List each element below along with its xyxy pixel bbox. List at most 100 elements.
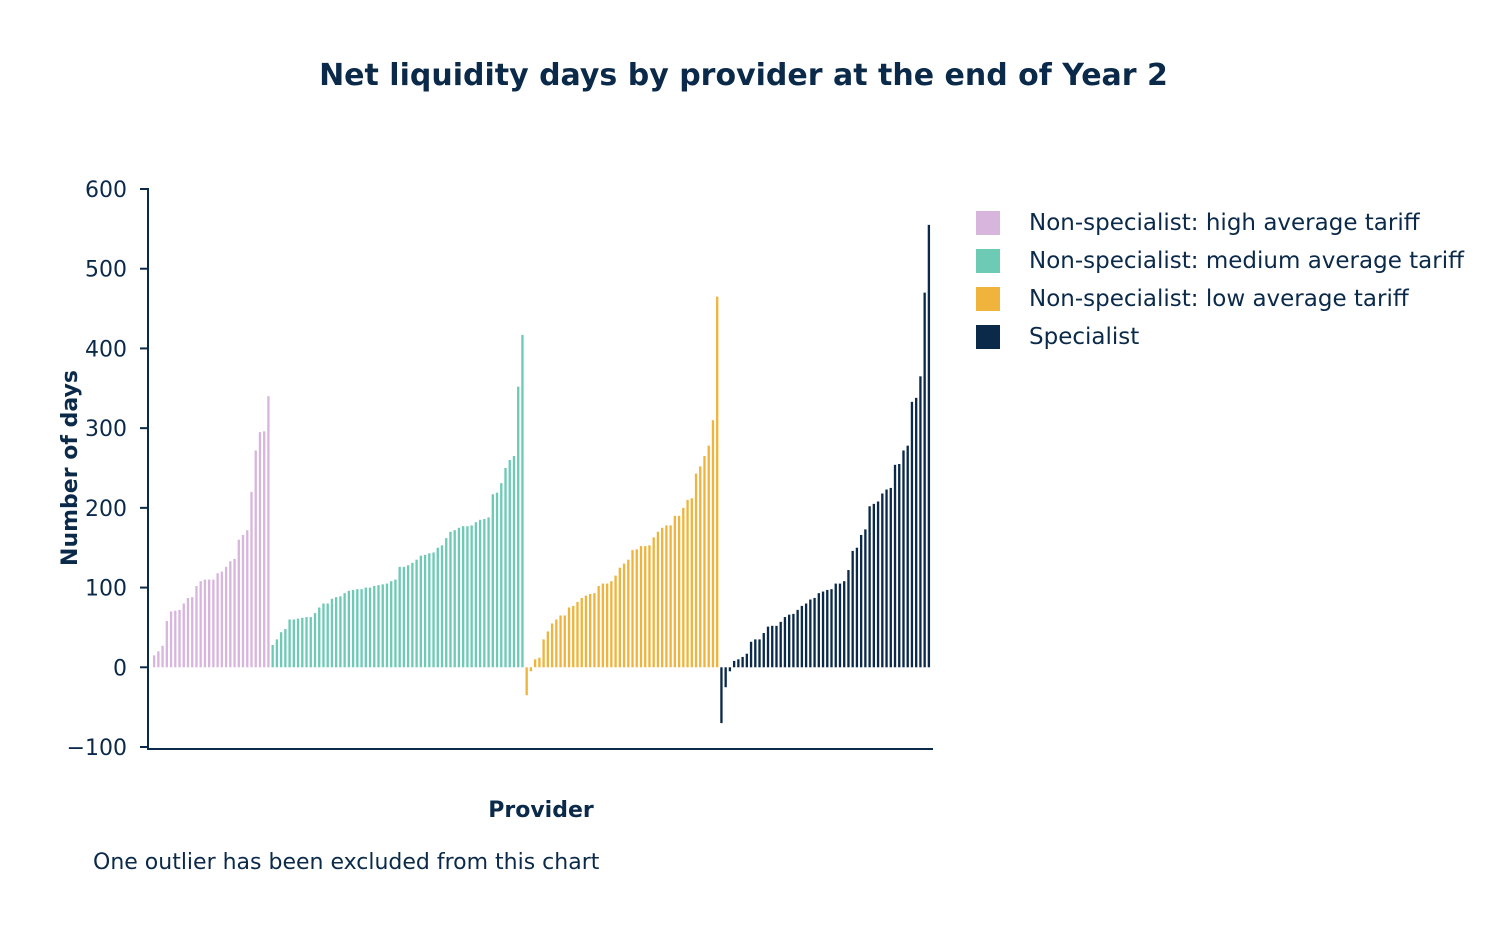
bar-series-2-item-16 <box>593 593 596 668</box>
bar-series-3-item-28 <box>838 583 842 668</box>
bar-series-2-item-17 <box>597 585 600 668</box>
bar-series-1-item-35 <box>419 555 423 668</box>
legend-item-low-tariff: Non-specialist: low average tariff <box>976 280 1464 318</box>
bar-series-0-item-6 <box>178 609 181 668</box>
legend-label: Non-specialist: high average tariff <box>1029 210 1420 236</box>
bar-series-3-item-44 <box>906 445 909 668</box>
bar-series-3-item-10 <box>762 633 765 668</box>
bar-series-2-item-4 <box>542 639 545 668</box>
y-tick-label: 600 <box>85 178 127 203</box>
bar-series-1-item-28 <box>390 581 393 668</box>
bar-series-3-item-15 <box>783 617 787 668</box>
legend-label: Non-specialist: medium average tariff <box>1029 248 1464 274</box>
bar-series-2-item-39 <box>690 498 693 668</box>
bar-series-3-item-41 <box>893 464 897 668</box>
legend: Non-specialist: high average tariff Non-… <box>976 204 1464 356</box>
bar-series-1-item-55 <box>504 468 507 668</box>
bar-series-2-item-14 <box>584 595 588 668</box>
bar-series-1-item-0 <box>271 644 274 668</box>
bar-series-2-item-11 <box>572 605 575 668</box>
bar-series-1-item-46 <box>466 526 469 668</box>
bar-series-2-item-30 <box>652 537 655 668</box>
bar-series-2-item-31 <box>656 531 660 668</box>
bar-series-1-item-17 <box>343 593 346 668</box>
bar-series-2-item-29 <box>648 545 651 668</box>
bar-series-3-item-49 <box>927 224 931 668</box>
bar-series-1-item-18 <box>347 590 351 668</box>
bar-series-2-item-18 <box>601 583 605 668</box>
bar-series-0-item-0 <box>152 655 156 668</box>
bar-series-2-item-40 <box>694 473 698 668</box>
bar-series-1-item-54 <box>500 483 503 668</box>
bar-series-2-item-6 <box>550 623 554 668</box>
bar-series-1-item-48 <box>474 522 478 668</box>
bar-series-3-item-17 <box>792 613 795 668</box>
bar-series-1-item-31 <box>402 566 406 668</box>
bar-series-2-item-26 <box>635 549 638 668</box>
legend-swatch-high-tariff <box>976 211 1000 235</box>
bar-series-3-item-19 <box>800 605 804 668</box>
bar-series-1-item-30 <box>398 566 401 668</box>
bar-series-1-item-51 <box>487 517 490 668</box>
bar-series-3-item-6 <box>745 653 748 668</box>
bar-series-2-item-44 <box>711 420 715 668</box>
bar-series-1-item-40 <box>440 545 444 668</box>
y-tick-label: 0 <box>113 656 127 681</box>
y-tick-label: 500 <box>85 258 127 283</box>
bar-series-1-item-37 <box>428 553 431 668</box>
bar-series-2-item-41 <box>699 466 702 668</box>
bar-series-1-item-58 <box>517 386 520 668</box>
bar-series-2-item-23 <box>622 563 626 668</box>
bar-series-0-item-16 <box>220 571 224 668</box>
bar-series-1-item-57 <box>512 456 516 668</box>
bar-series-2-item-38 <box>686 499 689 668</box>
bar-series-1-item-39 <box>436 547 439 668</box>
bar-series-2-item-12 <box>576 601 579 668</box>
bar-series-3-item-20 <box>804 603 808 668</box>
bar-series-0-item-9 <box>191 597 194 668</box>
bar-series-2-item-15 <box>589 593 592 668</box>
bar-series-1-item-42 <box>449 531 452 668</box>
bar-series-2-item-7 <box>555 619 558 668</box>
bar-series-1-item-8 <box>305 617 308 668</box>
bar-series-3-item-0 <box>720 667 723 724</box>
bar-series-0-item-20 <box>237 539 240 668</box>
bar-series-1-item-38 <box>432 552 435 668</box>
y-axis-label: Number of days <box>58 370 83 566</box>
bar-series-1-item-27 <box>385 583 389 668</box>
bar-series-2-item-24 <box>627 559 630 668</box>
bar-series-0-item-22 <box>246 530 249 668</box>
bar-series-0-item-13 <box>207 579 211 668</box>
bar-series-3-item-18 <box>796 609 799 668</box>
bar-series-1-item-14 <box>330 598 334 668</box>
bar-series-2-item-45 <box>716 296 719 668</box>
bar-series-1-item-4 <box>288 619 291 668</box>
bar-series-1-item-29 <box>394 579 397 668</box>
bar-series-0-item-24 <box>254 450 257 668</box>
bar-series-1-item-1 <box>275 639 279 668</box>
bar-series-3-item-8 <box>754 639 757 668</box>
bar-series-3-item-13 <box>775 625 778 668</box>
bar-series-1-item-2 <box>279 632 283 668</box>
bar-series-0-item-2 <box>161 645 164 668</box>
bar-series-2-item-22 <box>618 567 621 668</box>
bar-series-3-item-46 <box>915 397 918 668</box>
bar-series-1-item-13 <box>326 603 329 668</box>
bar-series-1-item-41 <box>445 538 448 668</box>
legend-swatch-medium-tariff <box>976 249 1000 273</box>
bar-series-3-item-11 <box>766 626 770 668</box>
bar-series-2-item-19 <box>605 583 609 668</box>
bar-series-2-item-8 <box>559 615 562 668</box>
bar-series-0-item-18 <box>229 561 232 668</box>
bar-series-0-item-5 <box>174 610 177 668</box>
bar-series-3-item-38 <box>881 493 884 668</box>
bar-series-0-item-1 <box>157 651 160 668</box>
bar-series-1-item-6 <box>296 618 300 668</box>
bar-series-1-item-32 <box>406 565 410 668</box>
y-tick-label: 300 <box>85 417 127 442</box>
bar-series-2-item-10 <box>567 607 571 668</box>
bar-series-3-item-3 <box>732 660 736 668</box>
bar-series-3-item-39 <box>885 489 888 668</box>
legend-item-high-tariff: Non-specialist: high average tariff <box>976 204 1464 242</box>
bar-series-3-item-23 <box>817 593 820 668</box>
